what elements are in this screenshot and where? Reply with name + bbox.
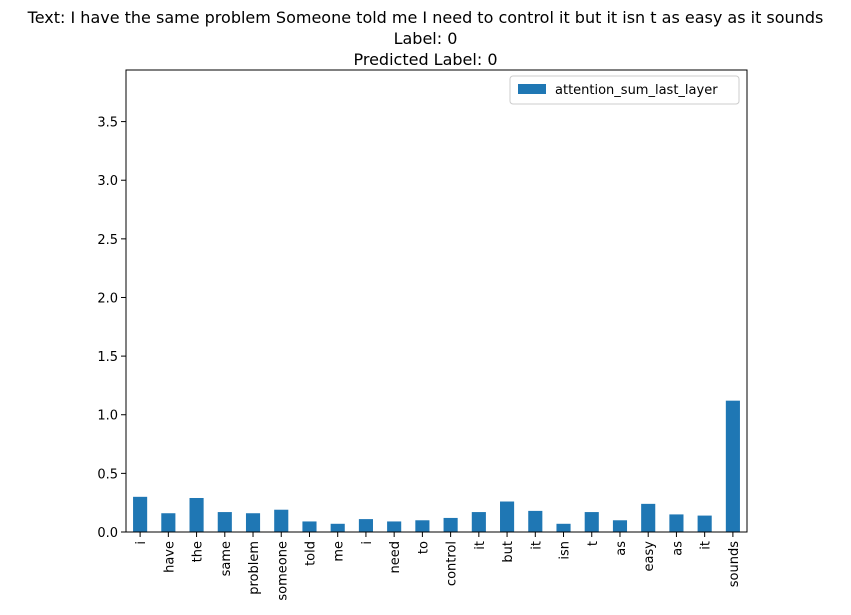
bar	[302, 521, 317, 532]
bar	[669, 514, 684, 532]
x-tick-label: someone	[275, 541, 290, 601]
bar	[641, 503, 656, 532]
bar	[500, 501, 515, 532]
bar	[274, 509, 289, 532]
bar	[161, 513, 176, 532]
x-tick-label: sounds	[727, 541, 742, 587]
x-tick-label: need	[388, 541, 403, 574]
bar	[556, 523, 571, 532]
plot-frame	[125, 69, 748, 533]
bar	[387, 521, 402, 532]
legend-label: attention_sum_last_layer	[555, 83, 718, 98]
bar	[133, 496, 148, 532]
x-tick-label: the	[191, 541, 206, 562]
bar	[612, 520, 628, 532]
bar	[584, 512, 599, 532]
x-tick-label: it	[699, 541, 714, 550]
bar	[217, 512, 232, 532]
y-tick-label: 1.0	[97, 409, 118, 424]
y-tick-label: 3.5	[97, 116, 118, 131]
y-tick-label: 1.5	[97, 350, 118, 365]
x-tick-label: it	[529, 541, 544, 550]
bar	[415, 520, 430, 532]
x-tick-label: isn	[558, 541, 573, 560]
bar	[471, 512, 486, 532]
x-tick-label: to	[416, 541, 431, 554]
chart-title-line-1: Text: I have the same problem Someone to…	[27, 8, 824, 27]
y-tick-label: 0.0	[97, 526, 118, 541]
x-tick-label: i	[360, 541, 375, 545]
legend-box	[509, 75, 740, 105]
bar	[189, 497, 204, 532]
y-tick-label: 2.0	[97, 291, 118, 306]
x-tick-label: but	[501, 541, 516, 563]
chart-title-line-3: Predicted Label: 0	[353, 50, 498, 69]
x-tick-label: easy	[642, 541, 657, 572]
bar	[725, 400, 740, 532]
x-tick-label: control	[445, 541, 460, 586]
x-tick-label: me	[332, 541, 347, 562]
y-tick-label: 3.0	[97, 174, 118, 189]
bar	[245, 513, 261, 532]
x-tick-label: have	[162, 541, 177, 573]
x-tick-label: as	[670, 541, 685, 556]
x-tick-label: told	[303, 541, 318, 566]
bar	[443, 517, 458, 532]
x-tick-label: t	[586, 541, 601, 546]
x-tick-label: same	[219, 541, 234, 576]
bar	[528, 510, 543, 532]
chart-title-line-2: Label: 0	[393, 29, 458, 48]
x-tick-label: as	[614, 541, 629, 556]
bar	[330, 523, 345, 532]
y-tick-label: 2.5	[97, 233, 118, 248]
y-tick-label: 0.5	[97, 467, 118, 482]
x-tick-label: i	[134, 541, 149, 545]
bar	[697, 515, 712, 532]
x-tick-label: problem	[247, 541, 262, 595]
bar	[358, 519, 373, 532]
x-tick-label: it	[473, 541, 488, 550]
legend-swatch	[518, 84, 546, 94]
